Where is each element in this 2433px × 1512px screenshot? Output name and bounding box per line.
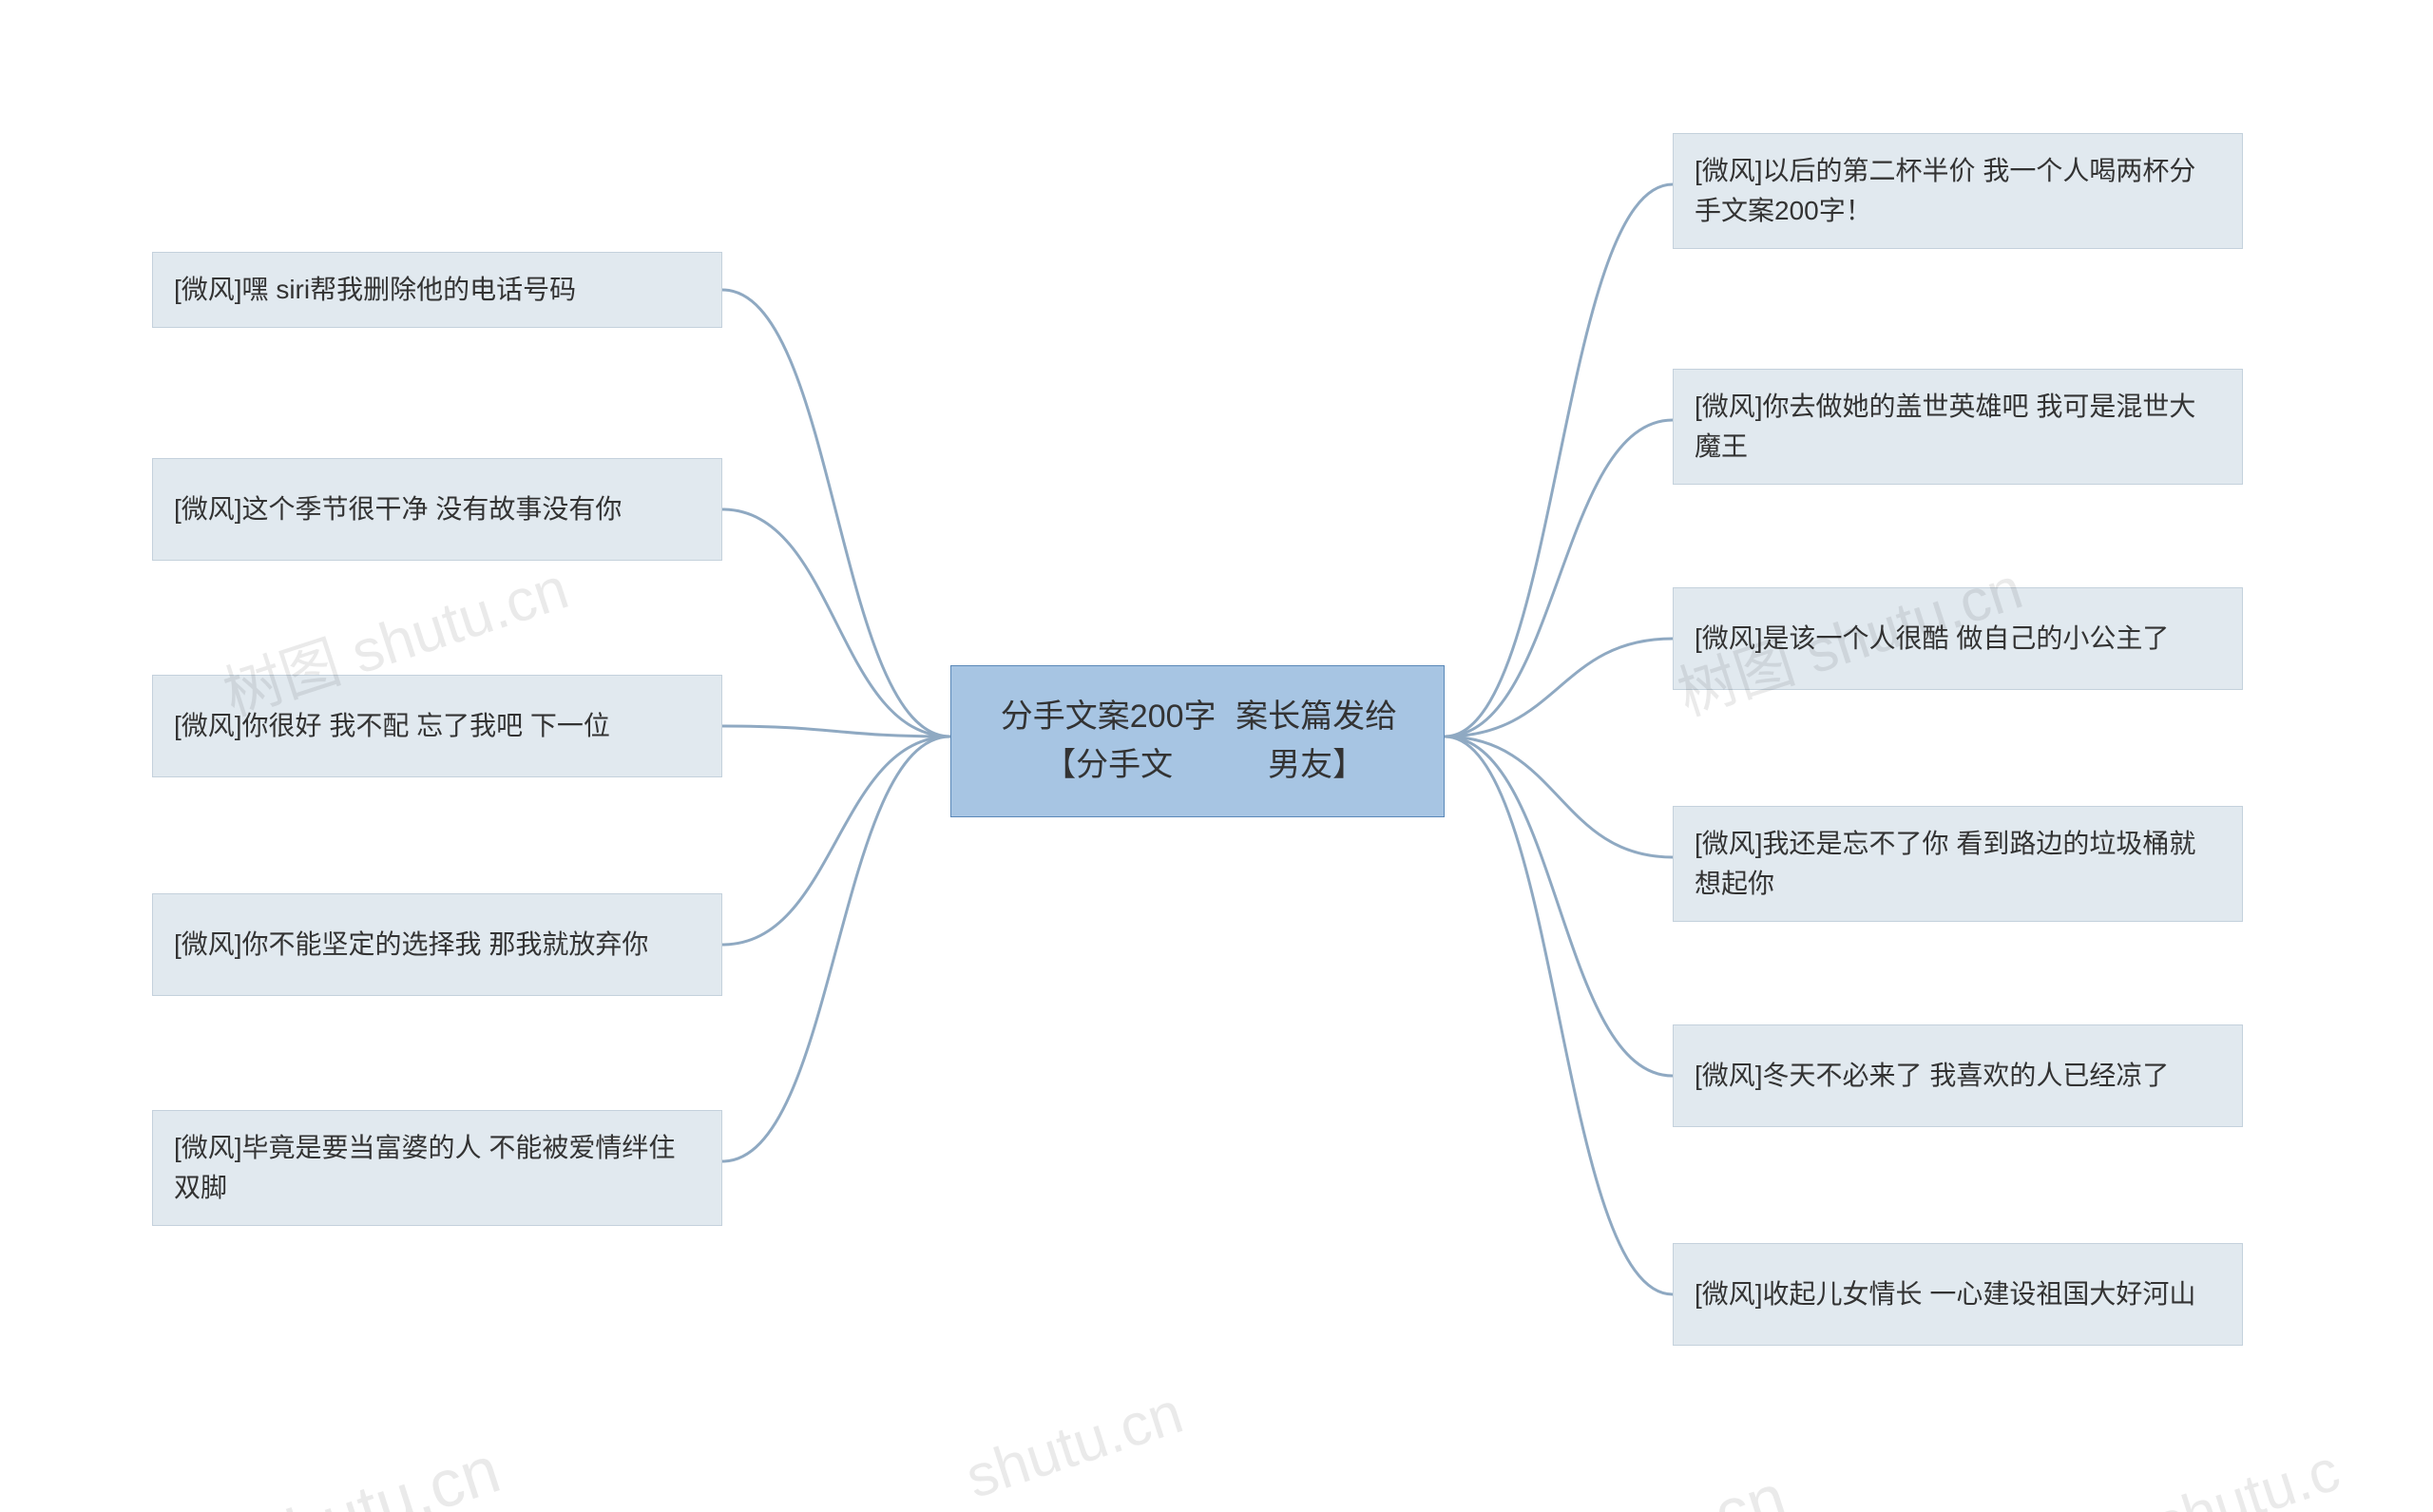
node-text: [微风]以后的第二杯半价 我一个人喝两杯分手文案200字！ <box>1695 151 2221 231</box>
node-text: [微风]是该一个人很酷 做自己的小公主了 <box>1695 619 2169 659</box>
node-text: [微风]你去做她的盖世英雄吧 我可是混世大魔王 <box>1695 387 2221 467</box>
connector <box>722 290 950 737</box>
connector <box>1445 420 1673 737</box>
node-text: [微风]嘿 siri帮我删除他的电话号码 <box>174 270 576 310</box>
node-text: [微风]我还是忘不了你 看到路边的垃圾桶就想起你 <box>1695 824 2221 904</box>
watermark: shutu.c <box>2146 1437 2347 1512</box>
node-text: [微风]收起儿女情长 一心建设祖国大好河山 <box>1695 1274 2195 1314</box>
left-node-3: [微风]你不能坚定的选择我 那我就放弃你 <box>152 893 722 996</box>
node-text: [微风]这个季节很干净 没有故事没有你 <box>174 489 622 529</box>
node-text: [微风]毕竟是要当富婆的人 不能被爱情绊住双脚 <box>174 1128 700 1208</box>
node-text: [微风]你不能坚定的选择我 那我就放弃你 <box>174 925 648 965</box>
connector <box>1445 184 1673 737</box>
connector <box>722 509 950 737</box>
node-text: 分手文案200字【分手文 <box>989 693 1227 790</box>
watermark: .cn <box>1687 1459 1795 1512</box>
connector <box>1445 737 1673 857</box>
watermark: 图 shutu.cn <box>161 1417 510 1512</box>
left-node-0: [微风]嘿 siri帮我删除他的电话号码 <box>152 252 722 328</box>
right-node-5: [微风]收起儿女情长 一心建设祖国大好河山 <box>1673 1243 2243 1346</box>
node-text: [微风]冬天不必来了 我喜欢的人已经凉了 <box>1695 1056 2169 1096</box>
left-node-2: [微风]你很好 我不配 忘了我吧 下一位 <box>152 675 722 777</box>
left-node-1: [微风]这个季节很干净 没有故事没有你 <box>152 458 722 561</box>
left-node-4: [微风]毕竟是要当富婆的人 不能被爱情绊住双脚 <box>152 1110 722 1226</box>
right-node-3: [微风]我还是忘不了你 看到路边的垃圾桶就想起你 <box>1673 806 2243 922</box>
mindmap-canvas: 分手文案200字【分手文案长篇发给男友】 [微风]嘿 siri帮我删除他的电话号码… <box>0 0 2433 1512</box>
connector <box>722 737 950 1161</box>
right-node-0: [微风]以后的第二杯半价 我一个人喝两杯分手文案200字！ <box>1673 133 2243 249</box>
connector <box>722 737 950 945</box>
connector <box>1445 737 1673 1294</box>
center-node: 分手文案200字【分手文案长篇发给男友】 <box>950 665 1445 817</box>
node-text: [微风]你很好 我不配 忘了我吧 下一位 <box>174 706 610 746</box>
connector <box>722 726 950 737</box>
node-text: 案长篇发给男友】 <box>1227 693 1406 790</box>
right-node-2: [微风]是该一个人很酷 做自己的小公主了 <box>1673 587 2243 690</box>
watermark: shutu.cn <box>958 1379 1191 1512</box>
right-node-1: [微风]你去做她的盖世英雄吧 我可是混世大魔王 <box>1673 369 2243 485</box>
connector <box>1445 639 1673 737</box>
connector <box>1445 737 1673 1076</box>
right-node-4: [微风]冬天不必来了 我喜欢的人已经凉了 <box>1673 1024 2243 1127</box>
